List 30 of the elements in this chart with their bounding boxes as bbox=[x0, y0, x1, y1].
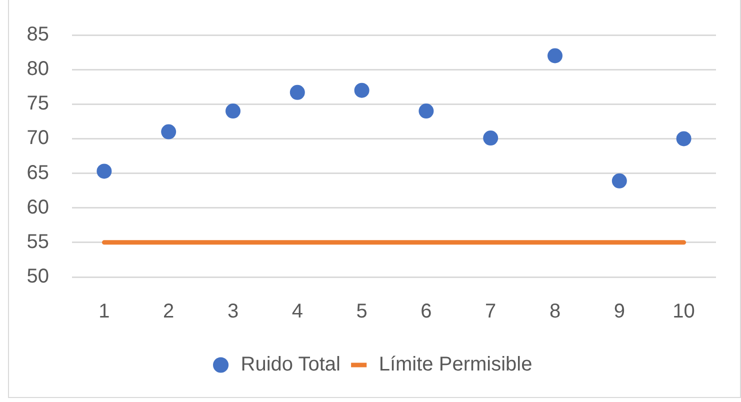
point bbox=[676, 131, 692, 146]
x-tick-label: 3 bbox=[227, 300, 239, 323]
y-tick-label: 70 bbox=[26, 127, 49, 150]
point bbox=[354, 82, 370, 98]
point bbox=[612, 173, 627, 188]
y-tick-label: 60 bbox=[26, 196, 49, 218]
point bbox=[96, 164, 112, 179]
y-tick-label: 50 bbox=[26, 266, 49, 288]
point bbox=[161, 124, 176, 140]
x-tick-label: 8 bbox=[549, 300, 561, 323]
x-tick-label: 10 bbox=[672, 300, 695, 323]
point bbox=[290, 84, 305, 100]
y-tick-label: 80 bbox=[26, 58, 49, 80]
legend-label: Ruido Total bbox=[240, 354, 340, 376]
x-tick-label: 4 bbox=[292, 300, 303, 323]
point bbox=[226, 104, 240, 119]
y-tick-label: 65 bbox=[26, 162, 49, 184]
point bbox=[483, 130, 498, 146]
x-tick-label: 5 bbox=[356, 300, 368, 323]
x-tick-label: 2 bbox=[163, 300, 174, 323]
y-tick-label: 55 bbox=[26, 230, 49, 253]
x-tick-label: 6 bbox=[420, 300, 432, 323]
x-tick-label: 1 bbox=[98, 300, 110, 323]
y-tick-label: 85 bbox=[26, 24, 49, 46]
y-tick-label: 75 bbox=[26, 92, 49, 115]
point bbox=[418, 104, 434, 119]
x-tick-label: 7 bbox=[485, 300, 496, 323]
point bbox=[548, 48, 562, 64]
x-tick-label: 9 bbox=[614, 300, 625, 323]
legend-label: Límite Permisible bbox=[378, 354, 532, 376]
